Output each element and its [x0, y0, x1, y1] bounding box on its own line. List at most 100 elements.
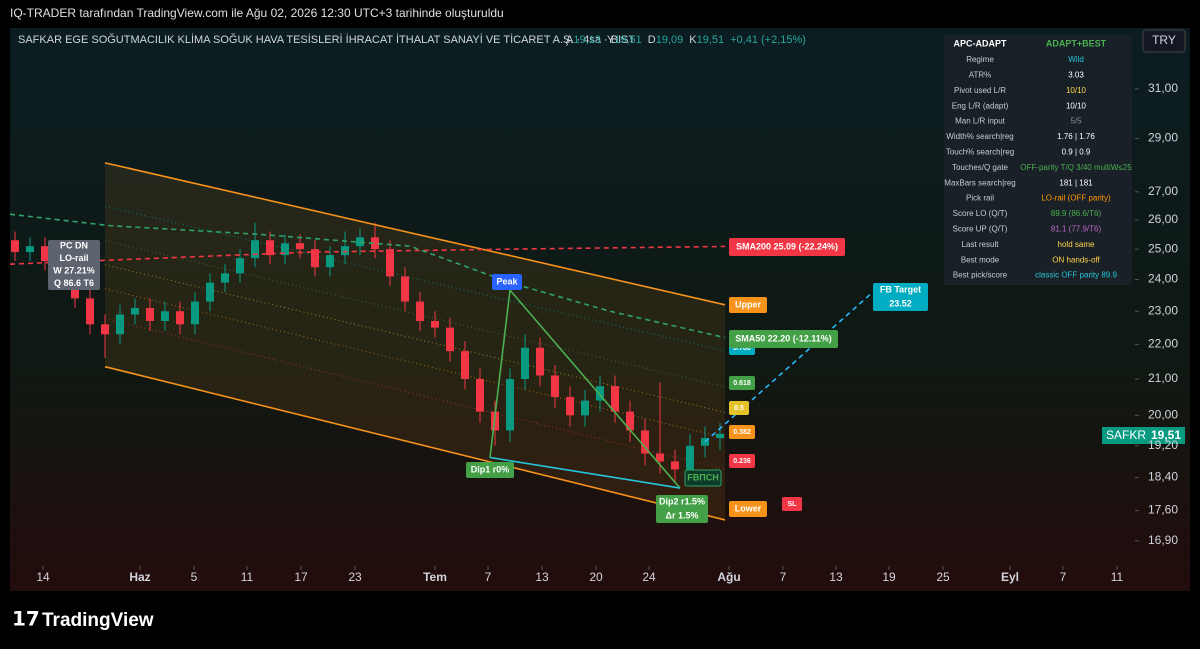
- table-value: 1.76 | 1.76: [1057, 132, 1095, 141]
- price-tag-price: 19,51: [1151, 428, 1181, 442]
- annotation-box: [729, 238, 845, 256]
- x-tick-label: 20: [589, 570, 603, 584]
- candle-body: [176, 311, 184, 325]
- annotation-text: Dip1 r0%: [471, 464, 510, 474]
- candle-body: [656, 453, 664, 462]
- candle-body: [266, 240, 274, 256]
- annotation-text: SL: [788, 501, 798, 508]
- annotation-box: [729, 376, 755, 390]
- candle-body: [431, 321, 439, 328]
- candle-body: [611, 386, 619, 412]
- channel-fill: [105, 162, 725, 520]
- candle-body: [131, 308, 139, 315]
- y-tick-label: 20,00: [1148, 408, 1178, 422]
- info-table: [944, 35, 1132, 285]
- quote-line: A19,13 Y19,51 D19,09 K19,51 +0,41 (+2,15%): [566, 34, 806, 46]
- candle-body: [116, 314, 124, 335]
- table-key: Score UP (Q/T): [953, 225, 1008, 234]
- table-key: Best pick/score: [953, 271, 1008, 280]
- table-value: 0.9 | 0.9: [1062, 148, 1091, 157]
- x-tick-label: 7: [485, 570, 492, 584]
- y-tick-label: 29,00: [1148, 131, 1178, 145]
- overlay-line: [704, 293, 871, 443]
- table-header: ADAPT+BEST: [1046, 38, 1107, 48]
- price-tag-symbol: SAFKR: [1106, 428, 1146, 442]
- candle-body: [536, 347, 544, 376]
- candle-body: [146, 308, 154, 322]
- x-tick-label: Eyl: [1001, 570, 1019, 584]
- quote-key: Y: [607, 34, 615, 46]
- footer-logo[interactable]: TradingView: [42, 610, 154, 631]
- overlay-line: [9, 245, 726, 265]
- candle-body: [371, 237, 379, 250]
- table-value: 10/10: [1066, 86, 1087, 95]
- candle-body: [251, 240, 259, 259]
- y-tick-label: 16,90: [1148, 533, 1178, 547]
- candle-body: [311, 249, 319, 268]
- y-tick-label: 26,00: [1148, 212, 1178, 226]
- table-value: hold same: [1058, 240, 1095, 249]
- quote-key: K: [689, 34, 697, 46]
- y-tick-label: 22,00: [1148, 337, 1178, 351]
- overlay-line: [9, 213, 726, 339]
- candle-body: [26, 246, 34, 253]
- annotation-text: Lower: [735, 503, 762, 513]
- table-value: ON hands-off: [1052, 255, 1100, 264]
- y-tick-label: 19,20: [1148, 438, 1178, 452]
- annotation-text: PC DN: [60, 241, 88, 251]
- overlay-line: [104, 365, 726, 521]
- table-value: Wild: [1068, 55, 1084, 64]
- candle-body: [86, 298, 94, 325]
- annotation-text: 0.5: [734, 405, 744, 412]
- quote-key: A: [566, 34, 574, 46]
- x-tick-label: 14: [36, 570, 50, 584]
- candle-body: [416, 301, 424, 322]
- table-value: LO-rail (OFF parity): [1041, 194, 1111, 203]
- annotation-text: Upper: [735, 299, 762, 309]
- table-key: ATR%: [969, 71, 992, 80]
- y-tick-label: 17,60: [1148, 503, 1178, 517]
- candle-body: [341, 246, 349, 256]
- overlay-line: [489, 288, 681, 489]
- candle-body: [521, 347, 529, 380]
- candle-body: [461, 351, 469, 380]
- annotation-box: [729, 501, 767, 517]
- x-tick-label: Haz: [129, 570, 150, 584]
- y-tick-label: 25,00: [1148, 241, 1178, 255]
- quote-value: 19,09: [656, 34, 684, 46]
- annotation-text: W 27.21%: [53, 266, 95, 276]
- annotation-box: [729, 297, 767, 313]
- candle-body: [641, 430, 649, 454]
- x-tick-label: 25: [936, 570, 950, 584]
- candle-body: [476, 379, 484, 412]
- annotation-text: Dip2 r1.5%: [659, 496, 705, 506]
- table-value: 3.03: [1068, 71, 1084, 80]
- plot: [9, 162, 871, 521]
- price-tag: [1102, 427, 1185, 444]
- annotation-text: FBПCH: [687, 472, 718, 482]
- currency-box[interactable]: [1142, 29, 1186, 53]
- quote-value: 19,13: [573, 34, 601, 46]
- annotation-text: FB Target: [880, 284, 921, 294]
- annotation-text: LO-rail: [59, 253, 88, 263]
- quote-value: 19,51: [614, 34, 642, 46]
- annotation-text: SMA200 25.09 (-22.24%): [736, 241, 838, 251]
- candle-body: [191, 301, 199, 325]
- annotation-box: [729, 330, 838, 348]
- x-tick-label: Ağu: [717, 570, 740, 584]
- x-tick-label: 23: [348, 570, 362, 584]
- x-tick-label: 7: [1060, 570, 1067, 584]
- candle-body: [386, 249, 394, 277]
- overlay-line: [104, 162, 726, 306]
- candle-body: [686, 445, 694, 470]
- candle-body: [716, 433, 724, 439]
- logo-mark: 𝟭𝟳: [12, 608, 40, 630]
- annotation-box: [656, 495, 708, 523]
- table-key: Width% search|reg: [946, 132, 1013, 141]
- candle-body: [701, 438, 709, 446]
- y-tick-label: 27,00: [1148, 184, 1178, 198]
- annotation-text: 0.382: [733, 429, 751, 436]
- overlay-line: [489, 456, 681, 489]
- candle-body: [221, 273, 229, 283]
